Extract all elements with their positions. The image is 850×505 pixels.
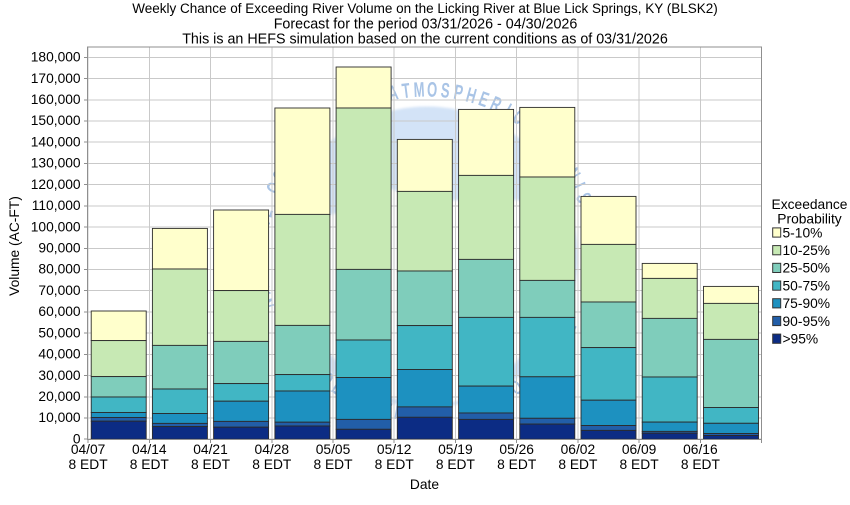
svg-text:06/16: 06/16 <box>683 442 718 457</box>
svg-text:50,000: 50,000 <box>38 325 81 340</box>
svg-text:80,000: 80,000 <box>38 262 81 277</box>
svg-text:180,000: 180,000 <box>31 50 81 65</box>
svg-text:20,000: 20,000 <box>38 389 81 404</box>
svg-text:60,000: 60,000 <box>38 304 81 319</box>
svg-text:170,000: 170,000 <box>31 71 81 86</box>
svg-text:Volume (AC-FT): Volume (AC-FT) <box>7 196 22 296</box>
svg-text:120,000: 120,000 <box>31 177 81 192</box>
svg-text:Forecast for the period 03/31/: Forecast for the period 03/31/2026 - 04/… <box>274 17 578 33</box>
svg-text:O: O <box>427 77 438 101</box>
svg-text:10,000: 10,000 <box>38 410 81 425</box>
svg-text:05/05: 05/05 <box>316 442 351 457</box>
svg-text:Date: Date <box>410 477 439 492</box>
svg-text:140,000: 140,000 <box>31 134 81 149</box>
svg-text:110,000: 110,000 <box>32 198 81 213</box>
svg-text:100,000: 100,000 <box>31 219 81 234</box>
svg-text:30,000: 30,000 <box>38 368 81 383</box>
svg-text:05/26: 05/26 <box>499 442 534 457</box>
svg-text:Exceedance: Exceedance <box>772 197 848 212</box>
svg-text:8 EDT: 8 EDT <box>681 457 721 472</box>
svg-text:04/07: 04/07 <box>71 442 106 457</box>
svg-text:25-50%: 25-50% <box>783 261 831 276</box>
svg-text:8 EDT: 8 EDT <box>436 457 476 472</box>
svg-text:>95%: >95% <box>783 332 819 347</box>
svg-text:70,000: 70,000 <box>38 283 81 298</box>
svg-text:Probability: Probability <box>777 211 842 226</box>
svg-text:This is an HEFS simulation bas: This is an HEFS simulation based on the … <box>182 31 668 47</box>
svg-text:04/21: 04/21 <box>193 442 228 457</box>
svg-text:8 EDT: 8 EDT <box>191 457 231 472</box>
svg-text:130,000: 130,000 <box>31 156 81 171</box>
svg-text:10-25%: 10-25% <box>783 243 831 258</box>
svg-text:0: 0 <box>73 431 81 446</box>
svg-text:8 EDT: 8 EDT <box>375 457 415 472</box>
svg-text:90-95%: 90-95% <box>783 314 831 329</box>
svg-text:06/09: 06/09 <box>622 442 657 457</box>
svg-text:8 EDT: 8 EDT <box>620 457 660 472</box>
svg-text:90,000: 90,000 <box>38 241 81 256</box>
svg-text:8 EDT: 8 EDT <box>497 457 537 472</box>
svg-text:8 EDT: 8 EDT <box>69 457 109 472</box>
svg-text:160,000: 160,000 <box>31 92 81 107</box>
svg-text:5-10%: 5-10% <box>783 225 823 240</box>
svg-text:50-75%: 50-75% <box>783 278 831 293</box>
svg-text:8 EDT: 8 EDT <box>558 457 598 472</box>
svg-text:Weekly Chance of Exceeding Riv: Weekly Chance of Exceeding River Volume … <box>132 1 718 16</box>
svg-text:S: S <box>440 78 451 103</box>
svg-text:05/19: 05/19 <box>438 442 473 457</box>
svg-text:150,000: 150,000 <box>31 113 81 128</box>
svg-text:8 EDT: 8 EDT <box>130 457 170 472</box>
svg-text:40,000: 40,000 <box>38 347 81 362</box>
svg-text:04/28: 04/28 <box>255 442 290 457</box>
svg-text:05/12: 05/12 <box>377 442 412 457</box>
svg-text:06/02: 06/02 <box>561 442 596 457</box>
svg-text:M: M <box>413 77 425 102</box>
svg-text:04/14: 04/14 <box>132 442 167 457</box>
svg-text:T: T <box>401 78 412 103</box>
svg-text:8 EDT: 8 EDT <box>252 457 292 472</box>
svg-text:75-90%: 75-90% <box>783 296 831 311</box>
svg-text:8 EDT: 8 EDT <box>313 457 353 472</box>
